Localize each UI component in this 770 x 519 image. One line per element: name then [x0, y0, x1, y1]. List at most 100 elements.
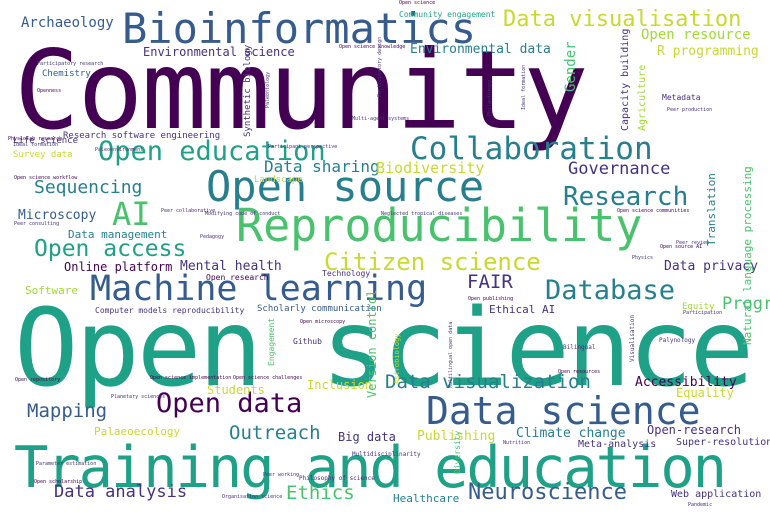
word-ethics: Ethics	[286, 482, 355, 504]
word-data-visualisation: Data visualisation	[503, 7, 742, 32]
word-gender: Gender	[563, 41, 579, 92]
word-machine-learning: Machine learning	[90, 269, 428, 309]
word-research: Research	[563, 182, 689, 212]
word-accessibility: Accessibility	[635, 375, 737, 390]
word-github: Github	[293, 337, 322, 346]
word-participant-perspective: Participant perspective	[268, 144, 338, 150]
word-paleontology: Paleontology	[265, 71, 271, 108]
word-participatory-research: Participatory design	[377, 36, 383, 97]
word-agriculture: Agriculture	[637, 64, 648, 131]
word-software: Software	[25, 284, 78, 297]
word-peer-collaborative: Peer collaborative	[161, 208, 216, 214]
word-chemistry: Chemistry	[42, 69, 91, 79]
word-open-education: Open education	[98, 136, 326, 167]
word-community: Community	[14, 27, 589, 154]
word-web-application: Web application	[671, 489, 762, 500]
word-data-visualization: Data visualization	[385, 371, 591, 393]
word-open-data: Open data	[156, 388, 303, 419]
word-data-analysis: Data analysis	[54, 482, 188, 502]
word-astrobiology: Astrobiology	[393, 333, 401, 384]
word-open-science-challenges: Open science challenges	[233, 375, 303, 381]
word-multi-agent-systems: Philanthropy	[487, 79, 493, 116]
word-collaboration: Collaboration	[410, 131, 653, 167]
word-meta-analysis: Meta-analysis	[578, 439, 657, 450]
word-research-software-engineering: Research software engineering	[63, 131, 221, 141]
word-data-management: Data management	[68, 228, 168, 241]
word-palaeoecology: Palaeoecology	[94, 425, 181, 438]
word-super-resolution: Super-resolution	[676, 437, 770, 448]
word-open-research-hyph: Open-research	[647, 423, 741, 437]
word-survey-data: Survey data	[13, 150, 73, 160]
word-open-repository: Open repository	[15, 377, 61, 383]
word-governance: Governance	[568, 159, 671, 179]
word-bioinformatics: Bioinformatics	[122, 4, 477, 53]
word-engagement: Engagement	[267, 317, 276, 366]
word-palynology: Palynology	[659, 337, 696, 344]
word-diversity: Diversity	[453, 430, 462, 474]
word-citizen-science: Citizen science	[324, 248, 541, 276]
word-pedagogy: Pedagogy	[200, 234, 225, 240]
word-landscape: Landscape	[254, 175, 303, 185]
word-reproducibility: Reproducibility	[236, 199, 643, 252]
word-open-science-knowledge: Open science knowledge	[339, 44, 406, 50]
word-modifying-code-of-conduct: Neglected tropical diseases	[381, 211, 463, 217]
word-visualisation: Visualisation	[629, 315, 636, 362]
word-database: Database	[545, 275, 676, 306]
word-life-science: Life science	[13, 136, 79, 146]
word-openness: Physiolab research	[8, 136, 63, 142]
word-neuroscience: Neuroscience	[468, 480, 627, 505]
word-open-source: Open source	[206, 162, 485, 211]
word-archaeology: Archaeology	[21, 15, 114, 31]
word-multilingual-open-data: Multilingual open data	[448, 321, 454, 388]
word-open-research: Open research	[206, 273, 269, 282]
word-computer-models-reproducibility: Computer models reproducibility	[95, 306, 245, 315]
word-parameter-estimation: Parameter estimation	[36, 461, 97, 467]
word-paid-communities: Nutrition	[503, 440, 531, 446]
word-open-science-training: Open science workflow	[14, 175, 78, 181]
word-version-control: Version control	[365, 289, 379, 398]
word-paleoenvironment: Peer consulting	[14, 221, 60, 227]
word-open-science-top: Open science	[399, 0, 436, 6]
word-data-sharing: Data sharing	[264, 157, 380, 176]
word-publishing: Publishing	[417, 429, 496, 444]
word-open-microscopy: Open microscopy	[300, 319, 346, 325]
word-ethical-ai: Ethical AI	[489, 303, 556, 316]
word-equity: Equity	[682, 302, 715, 312]
word-synthetic-biology: Synthetic biology	[243, 44, 253, 137]
word-community-engagement: Community engagement	[399, 10, 496, 19]
word-open-science-implementation: Open science implementation	[150, 375, 232, 381]
word-open-science-workflow: Openness	[37, 88, 62, 94]
word-peer-working: Peer working	[263, 472, 300, 478]
word-natural-language-processing: Natural language processing	[741, 166, 754, 345]
word-peer-consulting: Participatory research	[37, 61, 104, 67]
word-mental-health: Mental health	[180, 259, 282, 274]
word-open-science: Open science	[14, 287, 754, 411]
word-training-and-education: Training and education	[14, 435, 727, 501]
word-capacity-building: Capacity building	[620, 28, 631, 131]
word-equality: Equality	[676, 386, 734, 400]
word-climate-change: Climate change	[516, 426, 626, 441]
word-ideal-formation: Ideal formation	[13, 142, 59, 148]
word-big-data: Big data	[338, 430, 396, 444]
word-peer-production: Peer production	[667, 107, 713, 113]
word-outreach: Outreach	[229, 422, 321, 444]
word-philosophy-of-science: Philosophy of science	[299, 475, 375, 482]
word-technology: Technology	[322, 269, 371, 278]
word-participatory-design: Peer review	[676, 240, 710, 246]
word-philanthropy: Ideal formation	[521, 64, 527, 110]
word-biodiversity: Biodiversity	[376, 159, 485, 177]
word-data-privacy: Data privacy	[664, 259, 758, 274]
word-healthcare: Healthcare	[393, 492, 460, 505]
word-metadata: Metadata	[662, 93, 701, 102]
word-open-resource: Open resource	[641, 27, 751, 43]
word-translation: Translation	[705, 173, 718, 246]
word-participation: Participation	[683, 310, 723, 316]
word-open-publishing: Open publishing	[468, 296, 514, 302]
word-open-science-sharing: Open resources	[558, 369, 601, 375]
word-students: Students	[207, 383, 265, 397]
word-physiolab-research: Paleoenvironment	[95, 147, 144, 153]
word-open-access: Open access	[34, 236, 187, 262]
word-open-scholarship: Open scholarship	[34, 479, 83, 485]
word-mapping: Mapping	[27, 400, 108, 422]
